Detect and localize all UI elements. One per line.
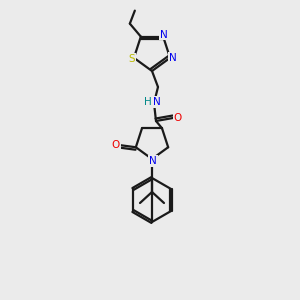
Text: O: O [174, 113, 182, 123]
Text: N: N [160, 30, 168, 40]
Text: S: S [129, 54, 135, 64]
Text: O: O [112, 140, 120, 150]
Text: N: N [149, 156, 157, 166]
Text: N: N [169, 53, 177, 63]
Text: N: N [153, 97, 161, 107]
Text: H: H [144, 97, 152, 107]
